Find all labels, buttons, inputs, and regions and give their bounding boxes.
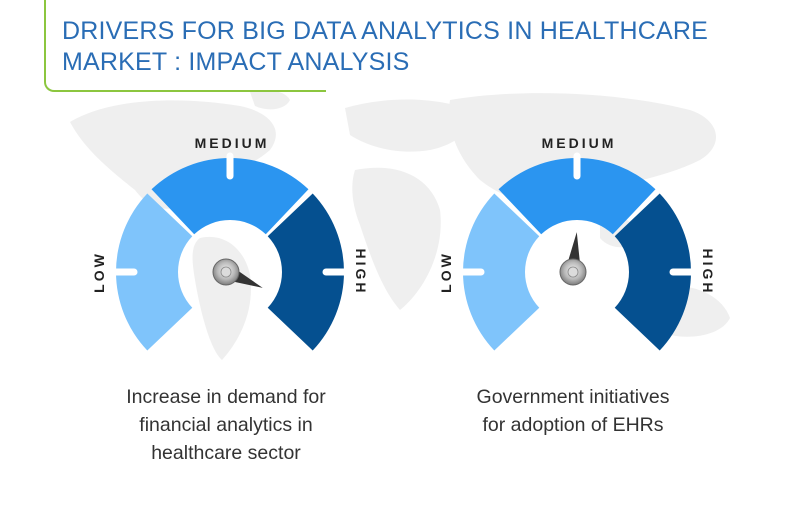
- gauge-chart-ehr-adoption: MEDIUM LOW HIGH: [438, 130, 716, 370]
- caption-line: Increase in demand for: [126, 386, 326, 408]
- gauge-label-high: HIGH: [700, 249, 716, 296]
- caption-line: Government initiatives: [476, 386, 670, 408]
- title-line-1: DRIVERS FOR BIG DATA ANALYTICS IN HEALTH…: [62, 17, 708, 45]
- gauge-label-medium: MEDIUM: [195, 135, 270, 151]
- gauge-segment-low: [463, 193, 540, 351]
- page-title: DRIVERS FOR BIG DATA ANALYTICS IN HEALTH…: [62, 16, 708, 78]
- title-accent-border: [44, 0, 326, 92]
- gauge-svg: MEDIUM LOW HIGH: [438, 135, 716, 351]
- gauge-segment-high: [267, 193, 344, 351]
- gauge-chart-financial-analytics: MEDIUM LOW HIGH: [91, 130, 369, 370]
- gauge-hub-center: [567, 266, 579, 278]
- gauge-segment-high: [614, 193, 691, 351]
- gauge-label-high: HIGH: [353, 249, 369, 296]
- gauge-segment-low: [116, 193, 193, 351]
- gauge-caption-financial-analytics: Increase in demand for financial analyti…: [86, 383, 366, 467]
- gauge-hub-center: [220, 266, 232, 278]
- title-line-2: MARKET : IMPACT ANALYSIS: [62, 48, 410, 76]
- gauge-segment-medium: [498, 158, 656, 235]
- gauge-label-low: LOW: [438, 251, 454, 293]
- gauge-svg: MEDIUM LOW HIGH: [91, 135, 369, 351]
- caption-line: for adoption of EHRs: [482, 414, 664, 436]
- caption-line: financial analytics in: [139, 414, 313, 436]
- gauge-segment-medium: [151, 158, 309, 235]
- caption-line: healthcare sector: [151, 442, 301, 464]
- gauge-label-medium: MEDIUM: [542, 135, 617, 151]
- gauge-label-low: LOW: [91, 251, 107, 293]
- gauge-caption-ehr-adoption: Government initiatives for adoption of E…: [433, 383, 713, 439]
